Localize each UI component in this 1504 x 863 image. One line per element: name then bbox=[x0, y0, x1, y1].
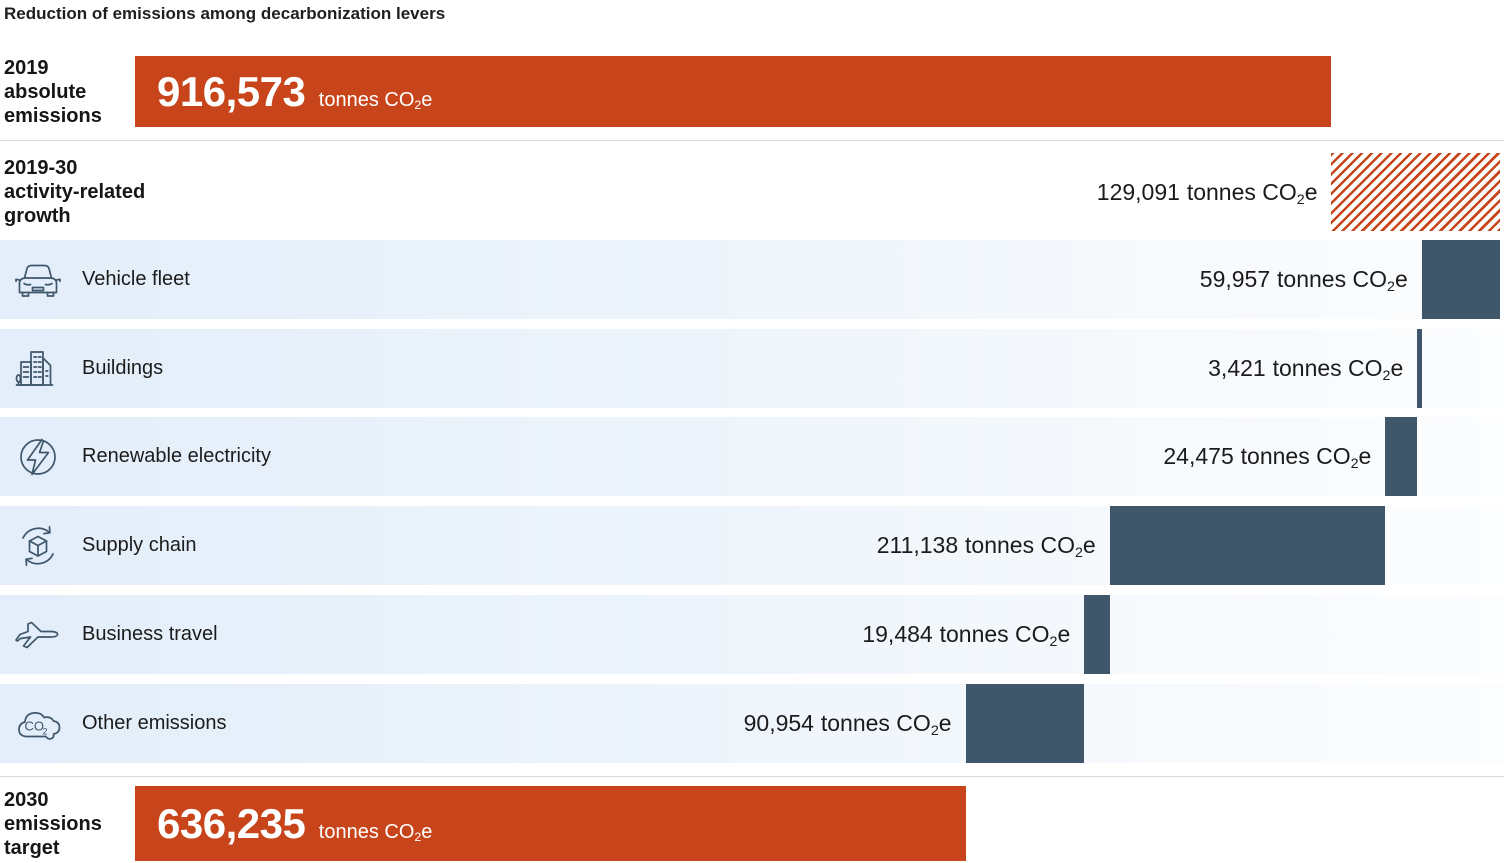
value-label-business-travel: 19,484 tonnes CO2e bbox=[862, 595, 1070, 674]
lever-label: Other emissions bbox=[82, 712, 227, 734]
co2-cloud-icon: CO 2 bbox=[14, 700, 62, 748]
value-number: 19,484 bbox=[862, 621, 933, 647]
lightning-icon bbox=[14, 433, 62, 481]
bar-business-travel bbox=[1084, 595, 1110, 674]
unit-suffix: e bbox=[1304, 178, 1318, 205]
unit-suffix: e bbox=[421, 820, 433, 843]
separator-line bbox=[0, 140, 1504, 141]
unit-text: tonnes CO2e bbox=[1240, 443, 1372, 473]
svg-text:CO: CO bbox=[25, 718, 45, 733]
unit-subscript: 2 bbox=[1049, 634, 1058, 651]
bar-value-label: 916,573 tonnes CO2e bbox=[135, 68, 432, 116]
unit-subscript: 2 bbox=[1296, 191, 1305, 208]
lever-row-business-travel: Business travel bbox=[0, 595, 1504, 674]
bar-2019-absolute-emissions: 916,573 tonnes CO2e bbox=[135, 56, 1332, 127]
unit-subscript: 2 bbox=[930, 723, 939, 740]
buildings-icon bbox=[14, 345, 62, 393]
value-label-vehicle-fleet: 59,957 tonnes CO2e bbox=[1200, 240, 1408, 319]
unit-subscript: 2 bbox=[1382, 368, 1391, 385]
value-label-renewable-electricity: 24,475 tonnes CO2e bbox=[1163, 417, 1371, 496]
bar-supply-chain bbox=[1109, 506, 1386, 585]
lever-label: Business travel bbox=[82, 623, 218, 645]
chart-title: Reduction of emissions among decarboniza… bbox=[4, 4, 446, 23]
lever-row-renewable-electricity: Renewable electricity bbox=[0, 417, 1504, 496]
unit-text: tonnes CO2e bbox=[318, 88, 433, 113]
value-number: 59,957 bbox=[1199, 266, 1271, 292]
lever-row-buildings: Buildings bbox=[0, 329, 1504, 408]
unit-suffix: e bbox=[421, 88, 433, 111]
bar-renewable-electricity bbox=[1385, 417, 1418, 496]
value-label-supply-chain: 211,138 tonnes CO2e bbox=[877, 506, 1096, 585]
value-label-activity-growth: 129,091 tonnes CO2e bbox=[1097, 153, 1318, 231]
cube-cycle-icon bbox=[14, 522, 62, 570]
bar-buildings bbox=[1417, 329, 1422, 408]
unit-text: tonnes CO2e bbox=[1277, 266, 1408, 296]
value-number: 129,091 bbox=[1096, 178, 1180, 205]
unit-subscript: 2 bbox=[414, 830, 422, 845]
value-label-buildings: 3,421 tonnes CO2e bbox=[1208, 329, 1403, 408]
svg-text:2: 2 bbox=[43, 726, 48, 736]
value-number: 3,421 bbox=[1208, 355, 1266, 381]
unit-text: tonnes CO2e bbox=[1272, 355, 1404, 385]
value-number: 916,573 bbox=[157, 67, 306, 115]
airplane-icon bbox=[14, 611, 62, 659]
unit-text: tonnes CO2e bbox=[318, 820, 433, 845]
row-label-2030-emissions-target: 2030 emissions target bbox=[4, 788, 102, 859]
bar-activity-growth-hatched bbox=[1331, 153, 1500, 231]
bar-other-emissions bbox=[965, 684, 1085, 763]
lever-row-other-emissions: CO 2 Other emissions bbox=[0, 684, 1504, 763]
value-label-other-emissions: 90,954 tonnes CO2e bbox=[744, 684, 952, 763]
unit-suffix: e bbox=[1057, 621, 1071, 647]
unit-subscript: 2 bbox=[414, 98, 422, 113]
unit-suffix: e bbox=[1394, 266, 1408, 292]
lever-label: Vehicle fleet bbox=[82, 268, 190, 290]
bar-value-label: 636,235 tonnes CO2e bbox=[135, 800, 432, 848]
bar-2030-emissions-target: 636,235 tonnes CO2e bbox=[135, 786, 966, 861]
unit-text: tonnes CO2e bbox=[939, 621, 1071, 651]
bar-vehicle-fleet bbox=[1421, 240, 1500, 319]
value-number: 90,954 bbox=[743, 710, 814, 736]
separator-line bbox=[0, 776, 1504, 777]
lever-row-vehicle-fleet: Vehicle fleet bbox=[0, 240, 1504, 319]
unit-text: tonnes CO2e bbox=[820, 710, 952, 740]
lever-label: Supply chain bbox=[82, 534, 197, 556]
unit-suffix: e bbox=[938, 710, 952, 736]
unit-suffix: e bbox=[1082, 532, 1096, 558]
row-label-2019-absolute-emissions: 2019 absolute emissions bbox=[4, 56, 102, 127]
lever-label: Renewable electricity bbox=[82, 445, 271, 467]
unit-subscript: 2 bbox=[1350, 456, 1359, 473]
unit-subscript: 2 bbox=[1074, 545, 1083, 562]
unit-text: tonnes CO2e bbox=[1186, 178, 1318, 208]
row-label-activity-growth: 2019-30 activity-related growth bbox=[4, 157, 146, 227]
value-number: 211,138 bbox=[876, 532, 959, 558]
unit-suffix: e bbox=[1390, 355, 1404, 381]
lever-label: Buildings bbox=[82, 357, 164, 379]
unit-suffix: e bbox=[1358, 443, 1372, 469]
unit-subscript: 2 bbox=[1387, 279, 1395, 296]
value-number: 24,475 bbox=[1163, 443, 1234, 469]
value-number: 636,235 bbox=[157, 799, 306, 847]
car-icon bbox=[14, 256, 62, 304]
unit-text: tonnes CO2e bbox=[965, 532, 1096, 562]
